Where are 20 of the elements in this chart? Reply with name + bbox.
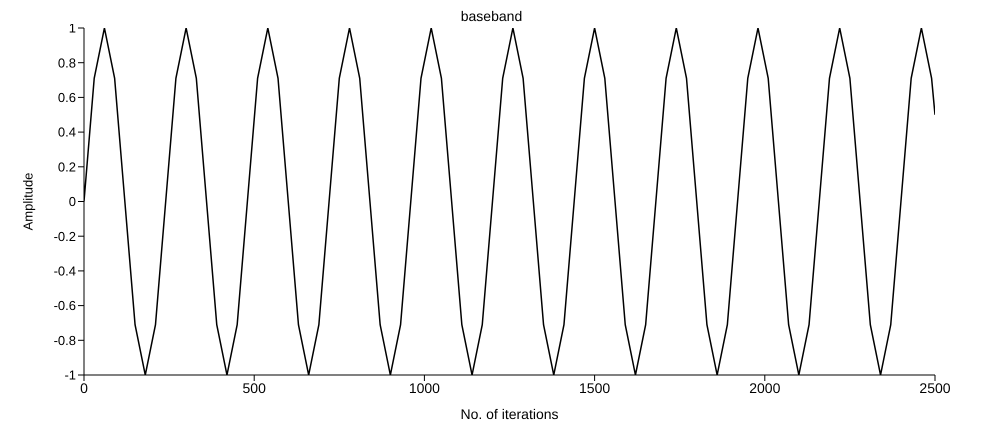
x-tick-label: 0 [80,380,88,396]
y-tick-label: -0.2 [54,228,76,244]
y-tick-label: 0 [68,194,76,210]
chart-title: baseband [460,8,522,24]
y-tick-label: 1 [68,20,76,36]
x-tick-label: 1000 [408,380,440,396]
x-tick-label: 2500 [919,380,951,396]
x-tick-label: 1500 [579,380,610,396]
y-tick-label: 0.6 [58,90,76,106]
y-axis-title: Amplitude [20,172,36,230]
x-tick-label: 2000 [749,380,781,396]
y-tick-label: -0.6 [54,298,76,314]
y-tick-label: 0.2 [58,159,76,174]
x-axis-title: No. of iterations [460,406,559,422]
x-tick-label: 500 [242,380,266,396]
y-tick-label: -1 [64,368,76,383]
y-tick-label: -0.4 [54,264,76,279]
y-tick-label: 0.4 [58,124,76,140]
y-tick-label: 0.8 [58,55,76,70]
y-tick-label: -0.8 [54,332,76,348]
